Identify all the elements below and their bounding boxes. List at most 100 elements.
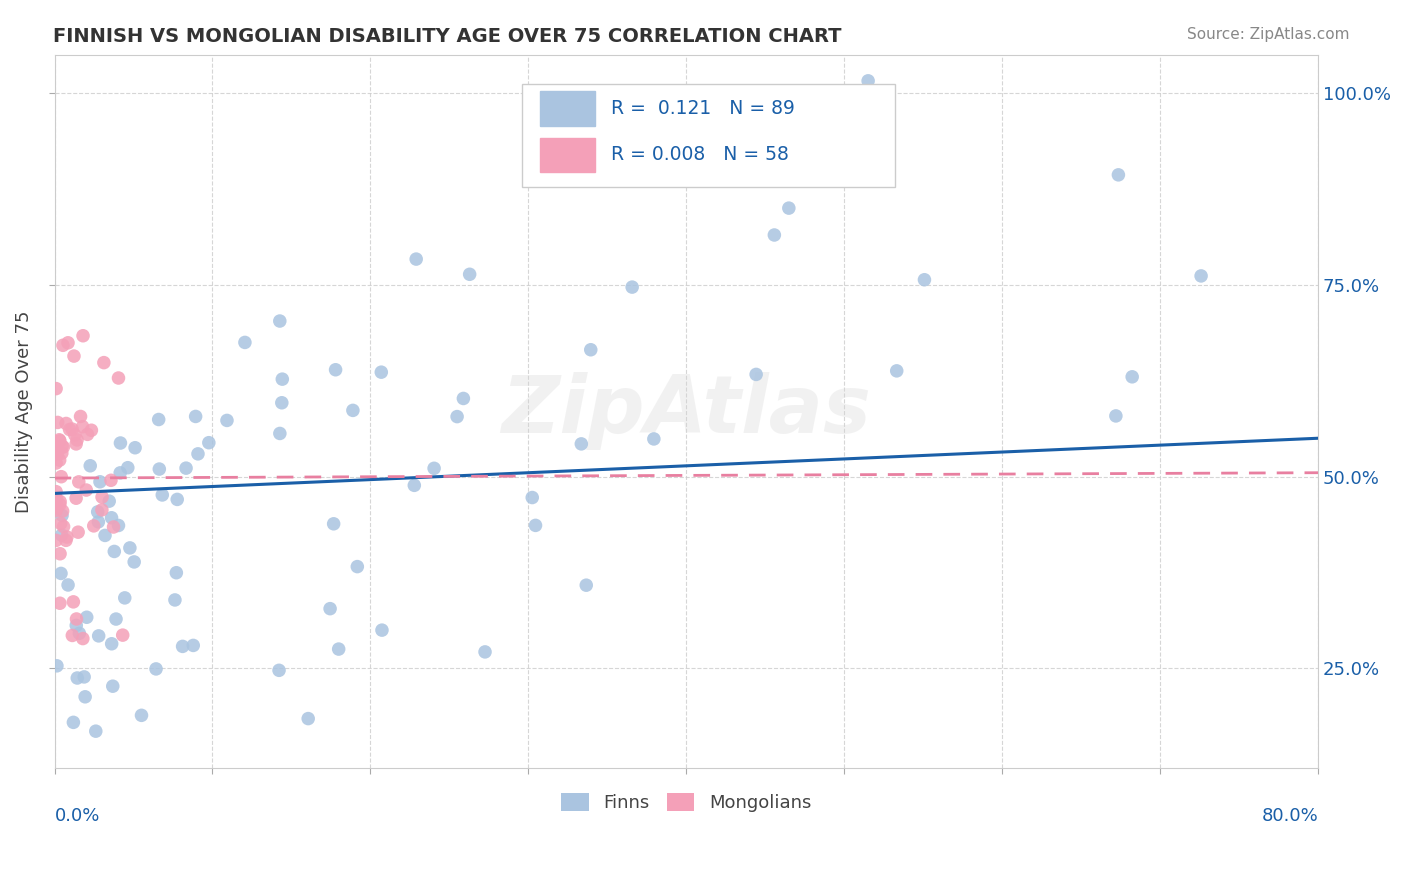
Point [322, 516, 344, 531]
Point [62, 715, 84, 730]
Point [745, 368, 768, 382]
Point [56, 578, 79, 592]
Point [49, 547, 72, 561]
Point [49, 566, 72, 581]
Point [75, 483, 97, 497]
Point [52, 504, 75, 518]
Point [346, 559, 368, 574]
Point [84, 724, 107, 739]
Point [181, 639, 204, 653]
Point [45, 440, 67, 454]
Point [107, 371, 129, 385]
Point [103, 520, 125, 534]
Point [63, 428, 86, 442]
Point [45, 484, 67, 499]
Point [67, 626, 90, 640]
Point [67, 475, 90, 489]
FancyBboxPatch shape [522, 84, 894, 187]
Point [233, 335, 256, 350]
Point [49, 494, 72, 508]
Point [56, 335, 79, 350]
Text: Source: ZipAtlas.com: Source: ZipAtlas.com [1187, 27, 1350, 42]
Point [575, 578, 598, 592]
Point [100, 473, 122, 487]
Point [103, 544, 125, 558]
Point [1105, 409, 1128, 423]
Point [45, 500, 67, 515]
FancyBboxPatch shape [540, 137, 595, 172]
Point [46, 416, 69, 430]
Point [1121, 369, 1143, 384]
Text: R = 0.008   N = 58: R = 0.008 N = 58 [610, 145, 789, 164]
Point [319, 601, 342, 615]
Point [65, 612, 87, 626]
Point [62, 595, 84, 609]
Point [458, 267, 481, 281]
Point [52, 440, 75, 454]
Point [45, 494, 67, 508]
Point [198, 435, 221, 450]
Point [87, 629, 110, 643]
Point [98, 494, 121, 508]
Point [114, 591, 136, 605]
Point [69, 409, 91, 424]
Point [124, 441, 146, 455]
Point [46, 447, 69, 461]
Point [778, 201, 800, 215]
Point [91, 490, 114, 504]
Text: 0.0%: 0.0% [55, 807, 100, 825]
FancyBboxPatch shape [540, 92, 595, 126]
Point [89, 475, 111, 489]
Text: R =  0.121   N = 89: R = 0.121 N = 89 [610, 99, 794, 118]
Point [912, 273, 935, 287]
Point [166, 492, 188, 507]
Text: 80.0%: 80.0% [1261, 807, 1319, 825]
Point [371, 623, 394, 637]
Point [446, 409, 468, 424]
Point [453, 392, 475, 406]
Point [404, 478, 426, 492]
Point [174, 461, 197, 475]
Point [45, 382, 67, 396]
Point [73, 670, 96, 684]
Point [148, 462, 170, 476]
Point [267, 663, 290, 677]
Point [325, 363, 347, 377]
Point [111, 628, 134, 642]
Point [148, 412, 170, 426]
Point [474, 645, 496, 659]
Point [621, 280, 644, 294]
Point [832, 95, 855, 109]
Point [122, 555, 145, 569]
Point [172, 640, 194, 654]
Point [569, 437, 592, 451]
Point [72, 419, 94, 434]
Point [187, 447, 209, 461]
Legend: Finns, Mongolians: Finns, Mongolians [554, 786, 818, 819]
Point [48, 433, 70, 447]
Point [643, 432, 665, 446]
Point [524, 518, 547, 533]
Point [270, 396, 292, 410]
Point [66, 433, 89, 447]
Point [271, 372, 294, 386]
Point [118, 541, 141, 555]
Point [55, 533, 77, 548]
Point [101, 679, 124, 693]
Point [51, 469, 73, 483]
Point [45, 503, 67, 517]
Point [579, 343, 602, 357]
Point [72, 328, 94, 343]
Point [105, 612, 128, 626]
Point [107, 518, 129, 533]
Y-axis label: Disability Age Over 75: Disability Age Over 75 [15, 310, 32, 513]
Point [58, 423, 80, 437]
Point [52, 519, 75, 533]
Point [45, 456, 67, 470]
Point [65, 618, 87, 632]
Point [65, 437, 87, 451]
Point [48, 453, 70, 467]
Point [45, 658, 67, 673]
Point [76, 610, 98, 624]
Point [51, 446, 73, 460]
